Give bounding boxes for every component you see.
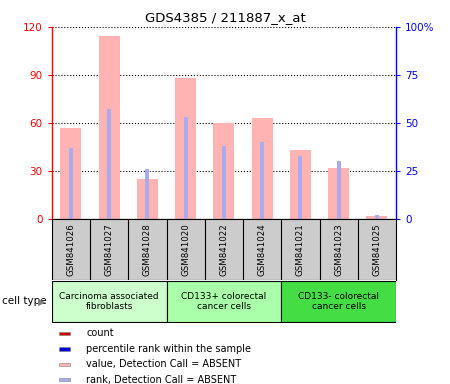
Bar <box>375 215 379 219</box>
Bar <box>213 123 234 219</box>
Text: count: count <box>86 328 114 338</box>
FancyBboxPatch shape <box>52 281 166 322</box>
Bar <box>290 150 311 219</box>
Bar <box>145 169 149 219</box>
Text: GSM841020: GSM841020 <box>181 223 190 276</box>
Text: GSM841023: GSM841023 <box>334 223 343 276</box>
Bar <box>328 168 349 219</box>
Text: Carcinoma associated
fibroblasts: Carcinoma associated fibroblasts <box>59 292 159 311</box>
Bar <box>175 78 196 219</box>
Text: CD133- colorectal
cancer cells: CD133- colorectal cancer cells <box>298 292 379 311</box>
Text: GSM841024: GSM841024 <box>257 223 266 276</box>
Bar <box>260 142 264 219</box>
Text: percentile rank within the sample: percentile rank within the sample <box>86 344 251 354</box>
Text: value, Detection Call = ABSENT: value, Detection Call = ABSENT <box>86 359 241 369</box>
Text: cell type: cell type <box>2 296 47 306</box>
FancyBboxPatch shape <box>166 281 281 322</box>
Bar <box>107 109 111 219</box>
Bar <box>58 363 70 366</box>
Bar <box>58 332 70 335</box>
Text: GSM841027: GSM841027 <box>104 223 113 276</box>
Bar <box>58 347 70 351</box>
Text: rank, Detection Call = ABSENT: rank, Detection Call = ABSENT <box>86 375 236 384</box>
Bar <box>298 156 302 219</box>
Bar <box>69 148 73 219</box>
Bar <box>58 378 70 381</box>
Bar <box>184 117 188 219</box>
Text: GSM841026: GSM841026 <box>67 223 76 276</box>
Text: ▶: ▶ <box>38 296 45 306</box>
Bar <box>60 127 81 219</box>
Text: GSM841021: GSM841021 <box>296 223 305 276</box>
Bar <box>366 216 387 219</box>
Text: GSM841025: GSM841025 <box>373 223 382 276</box>
Bar <box>99 36 120 219</box>
Bar <box>337 161 341 219</box>
Text: GSM841022: GSM841022 <box>220 223 228 276</box>
Bar <box>252 118 273 219</box>
Text: CD133+ colorectal
cancer cells: CD133+ colorectal cancer cells <box>181 292 266 311</box>
Text: GSM841028: GSM841028 <box>143 223 152 276</box>
Bar <box>222 146 226 219</box>
Bar <box>137 179 158 219</box>
FancyBboxPatch shape <box>281 281 396 322</box>
Text: GDS4385 / 211887_x_at: GDS4385 / 211887_x_at <box>144 12 306 25</box>
